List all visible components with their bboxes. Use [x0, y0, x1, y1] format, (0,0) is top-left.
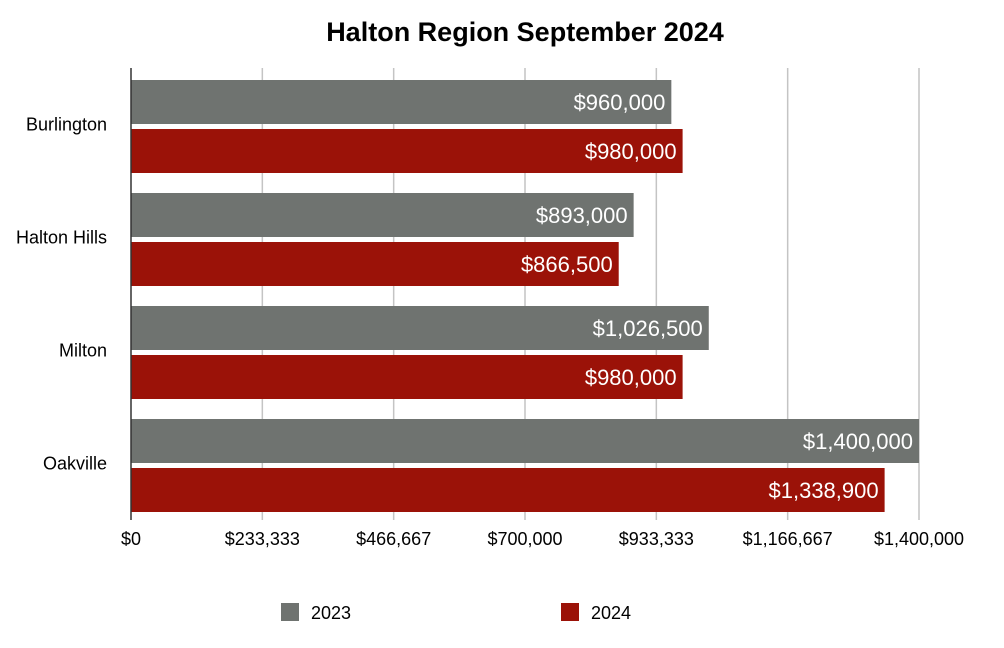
y-category-label: Oakville	[43, 454, 107, 474]
data-label: $980,000	[585, 365, 677, 390]
data-label: $960,000	[574, 90, 666, 115]
y-category-label: Halton Hills	[16, 228, 107, 248]
bar-2024-halton-hills	[131, 242, 619, 286]
data-label: $1,400,000	[803, 429, 913, 454]
data-label: $866,500	[521, 252, 613, 277]
bar-2024-milton	[131, 355, 683, 399]
x-tick-label: $466,667	[356, 529, 431, 549]
legend-swatch-2023	[281, 603, 299, 621]
legend: 2023 2024	[281, 603, 631, 623]
x-tick-label: $933,333	[619, 529, 694, 549]
bar-2023-burlington	[131, 80, 672, 124]
bar-2023-milton	[131, 306, 709, 350]
y-category-label: Burlington	[26, 115, 107, 135]
legend-swatch-2024	[561, 603, 579, 621]
bar-2024-oakville	[131, 468, 885, 512]
bar-2024-burlington	[131, 129, 683, 173]
x-tick-label: $233,333	[225, 529, 300, 549]
x-tick-label: $0	[121, 529, 141, 549]
legend-label: 2023	[311, 603, 351, 623]
bar-2023-halton-hills	[131, 193, 634, 237]
chart-title: Halton Region September 2024	[326, 17, 724, 47]
data-label: $1,338,900	[769, 478, 879, 503]
bar-2023-oakville	[131, 419, 919, 463]
data-label: $980,000	[585, 139, 677, 164]
data-label: $1,026,500	[593, 316, 703, 341]
legend-label: 2024	[591, 603, 631, 623]
x-tick-label: $1,166,667	[743, 529, 833, 549]
bars	[131, 80, 919, 512]
x-tick-label: $1,400,000	[874, 529, 964, 549]
data-label: $893,000	[536, 203, 628, 228]
x-tick-label: $700,000	[487, 529, 562, 549]
axes: $0 $233,333 $466,667 $700,000 $933,333 $1,166…	[16, 68, 964, 549]
y-category-label: Milton	[59, 341, 107, 361]
data-labels: $960,000 $980,000 $893,000 $866,500 $1,026,5…	[521, 90, 913, 503]
